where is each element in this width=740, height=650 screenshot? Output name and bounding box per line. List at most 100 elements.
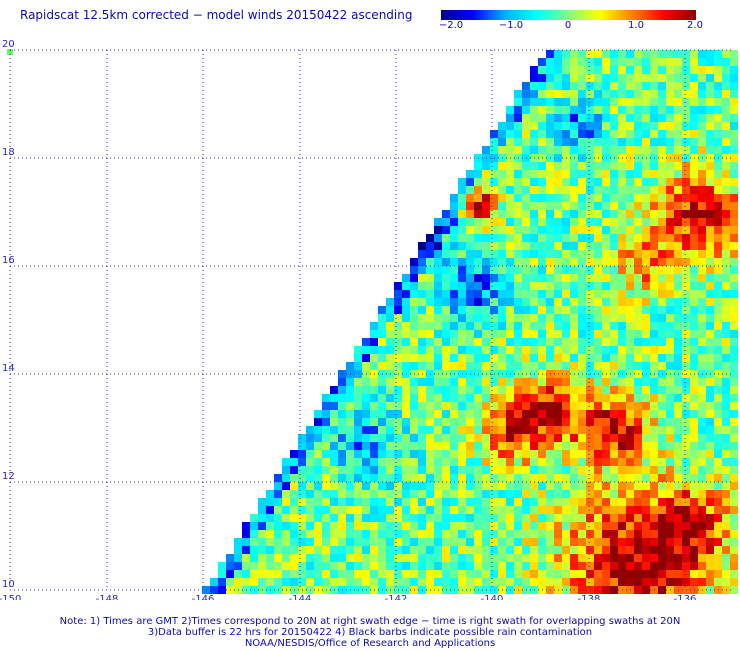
wind-diff-cell (530, 554, 538, 562)
wind-diff-cell (514, 146, 522, 154)
wind-diff-cell (714, 450, 722, 458)
wind-diff-cell (730, 226, 738, 234)
wind-diff-cell (570, 50, 578, 58)
wind-diff-cell (282, 522, 290, 530)
wind-diff-cell (634, 242, 642, 250)
wind-diff-cell (602, 362, 610, 370)
wind-diff-cell (394, 538, 402, 546)
wind-diff-cell (682, 130, 690, 138)
wind-diff-cell (634, 250, 642, 258)
wind-diff-cell (506, 242, 514, 250)
wind-diff-cell (410, 490, 418, 498)
wind-diff-cell (530, 466, 538, 474)
wind-diff-cell (578, 146, 586, 154)
wind-diff-cell (538, 362, 546, 370)
wind-diff-cell (570, 258, 578, 266)
wind-diff-cell (290, 514, 298, 522)
wind-diff-cell (370, 378, 378, 386)
wind-diff-cell (634, 362, 642, 370)
wind-diff-cell (682, 242, 690, 250)
wind-diff-cell (610, 506, 618, 514)
wind-diff-cell (450, 530, 458, 538)
wind-diff-cell (650, 186, 658, 194)
wind-diff-cell (458, 474, 466, 482)
latitude-label: 10 (2, 579, 15, 590)
wind-diff-cell (706, 554, 714, 562)
wind-diff-cell (362, 530, 370, 538)
wind-diff-cell (658, 346, 666, 354)
wind-diff-cell (362, 490, 370, 498)
wind-diff-cell (370, 346, 378, 354)
wind-diff-cell (394, 522, 402, 530)
wind-diff-cell (666, 490, 674, 498)
wind-diff-cell (490, 146, 498, 154)
wind-diff-cell (298, 570, 306, 578)
wind-diff-cell (690, 50, 698, 58)
wind-diff-cell (626, 474, 634, 482)
wind-diff-cell (410, 306, 418, 314)
wind-diff-cell (522, 298, 530, 306)
wind-diff-cell (706, 450, 714, 458)
wind-diff-cell (322, 554, 330, 562)
wind-diff-cell (514, 226, 522, 234)
wind-diff-cell (514, 330, 522, 338)
wind-diff-cell (562, 426, 570, 434)
wind-diff-cell (562, 506, 570, 514)
wind-diff-cell (730, 330, 738, 338)
wind-diff-cell (626, 410, 634, 418)
wind-diff-cell (578, 266, 586, 274)
wind-diff-cell (538, 474, 546, 482)
wind-diff-cell (530, 106, 538, 114)
wind-diff-cell (706, 138, 714, 146)
wind-diff-cell (538, 546, 546, 554)
wind-diff-cell (434, 434, 442, 442)
wind-diff-cell (706, 98, 714, 106)
wind-diff-cell (626, 314, 634, 322)
wind-diff-cell (698, 234, 706, 242)
wind-diff-cell (674, 578, 682, 586)
wind-diff-cell (530, 202, 538, 210)
wind-diff-cell (602, 546, 610, 554)
wind-diff-cell (482, 426, 490, 434)
wind-diff-cell (410, 282, 418, 290)
wind-diff-cell (610, 90, 618, 98)
wind-diff-cell (338, 426, 346, 434)
wind-diff-cell (602, 210, 610, 218)
colorbar-tick: 2.0 (687, 20, 703, 31)
wind-diff-cell (586, 274, 594, 282)
wind-diff-cell (418, 258, 426, 266)
wind-diff-cell (554, 202, 562, 210)
wind-diff-cell (514, 234, 522, 242)
wind-diff-cell (282, 530, 290, 538)
wind-diff-cell (354, 426, 362, 434)
wind-diff-cell (634, 90, 642, 98)
wind-diff-cell (482, 202, 490, 210)
wind-diff-cell (650, 306, 658, 314)
wind-diff-cell (314, 578, 322, 586)
wind-diff-cell (618, 426, 626, 434)
wind-diff-cell (666, 66, 674, 74)
wind-diff-cell (602, 242, 610, 250)
wind-diff-cell (338, 402, 346, 410)
wind-diff-cell (714, 298, 722, 306)
wind-diff-cell (418, 522, 426, 530)
wind-diff-cell (426, 434, 434, 442)
wind-diff-cell (538, 562, 546, 570)
wind-diff-cell (594, 514, 602, 522)
wind-diff-cell (554, 314, 562, 322)
wind-diff-cell (690, 530, 698, 538)
wind-diff-cell (674, 234, 682, 242)
wind-diff-cell (482, 434, 490, 442)
wind-diff-cell (474, 402, 482, 410)
wind-diff-cell (442, 482, 450, 490)
wind-diff-cell (674, 178, 682, 186)
wind-diff-cell (530, 298, 538, 306)
wind-diff-cell (690, 562, 698, 570)
wind-diff-cell (466, 170, 474, 178)
wind-diff-cell (514, 186, 522, 194)
wind-diff-cell (642, 250, 650, 258)
wind-diff-cell (698, 490, 706, 498)
wind-diff-cell (634, 122, 642, 130)
wind-diff-cell (434, 474, 442, 482)
wind-diff-cell (466, 426, 474, 434)
